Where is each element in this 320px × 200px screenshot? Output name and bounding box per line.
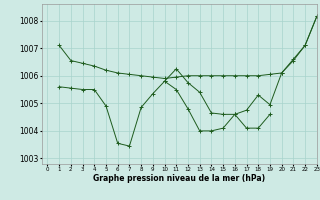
X-axis label: Graphe pression niveau de la mer (hPa): Graphe pression niveau de la mer (hPa) [93,174,265,183]
